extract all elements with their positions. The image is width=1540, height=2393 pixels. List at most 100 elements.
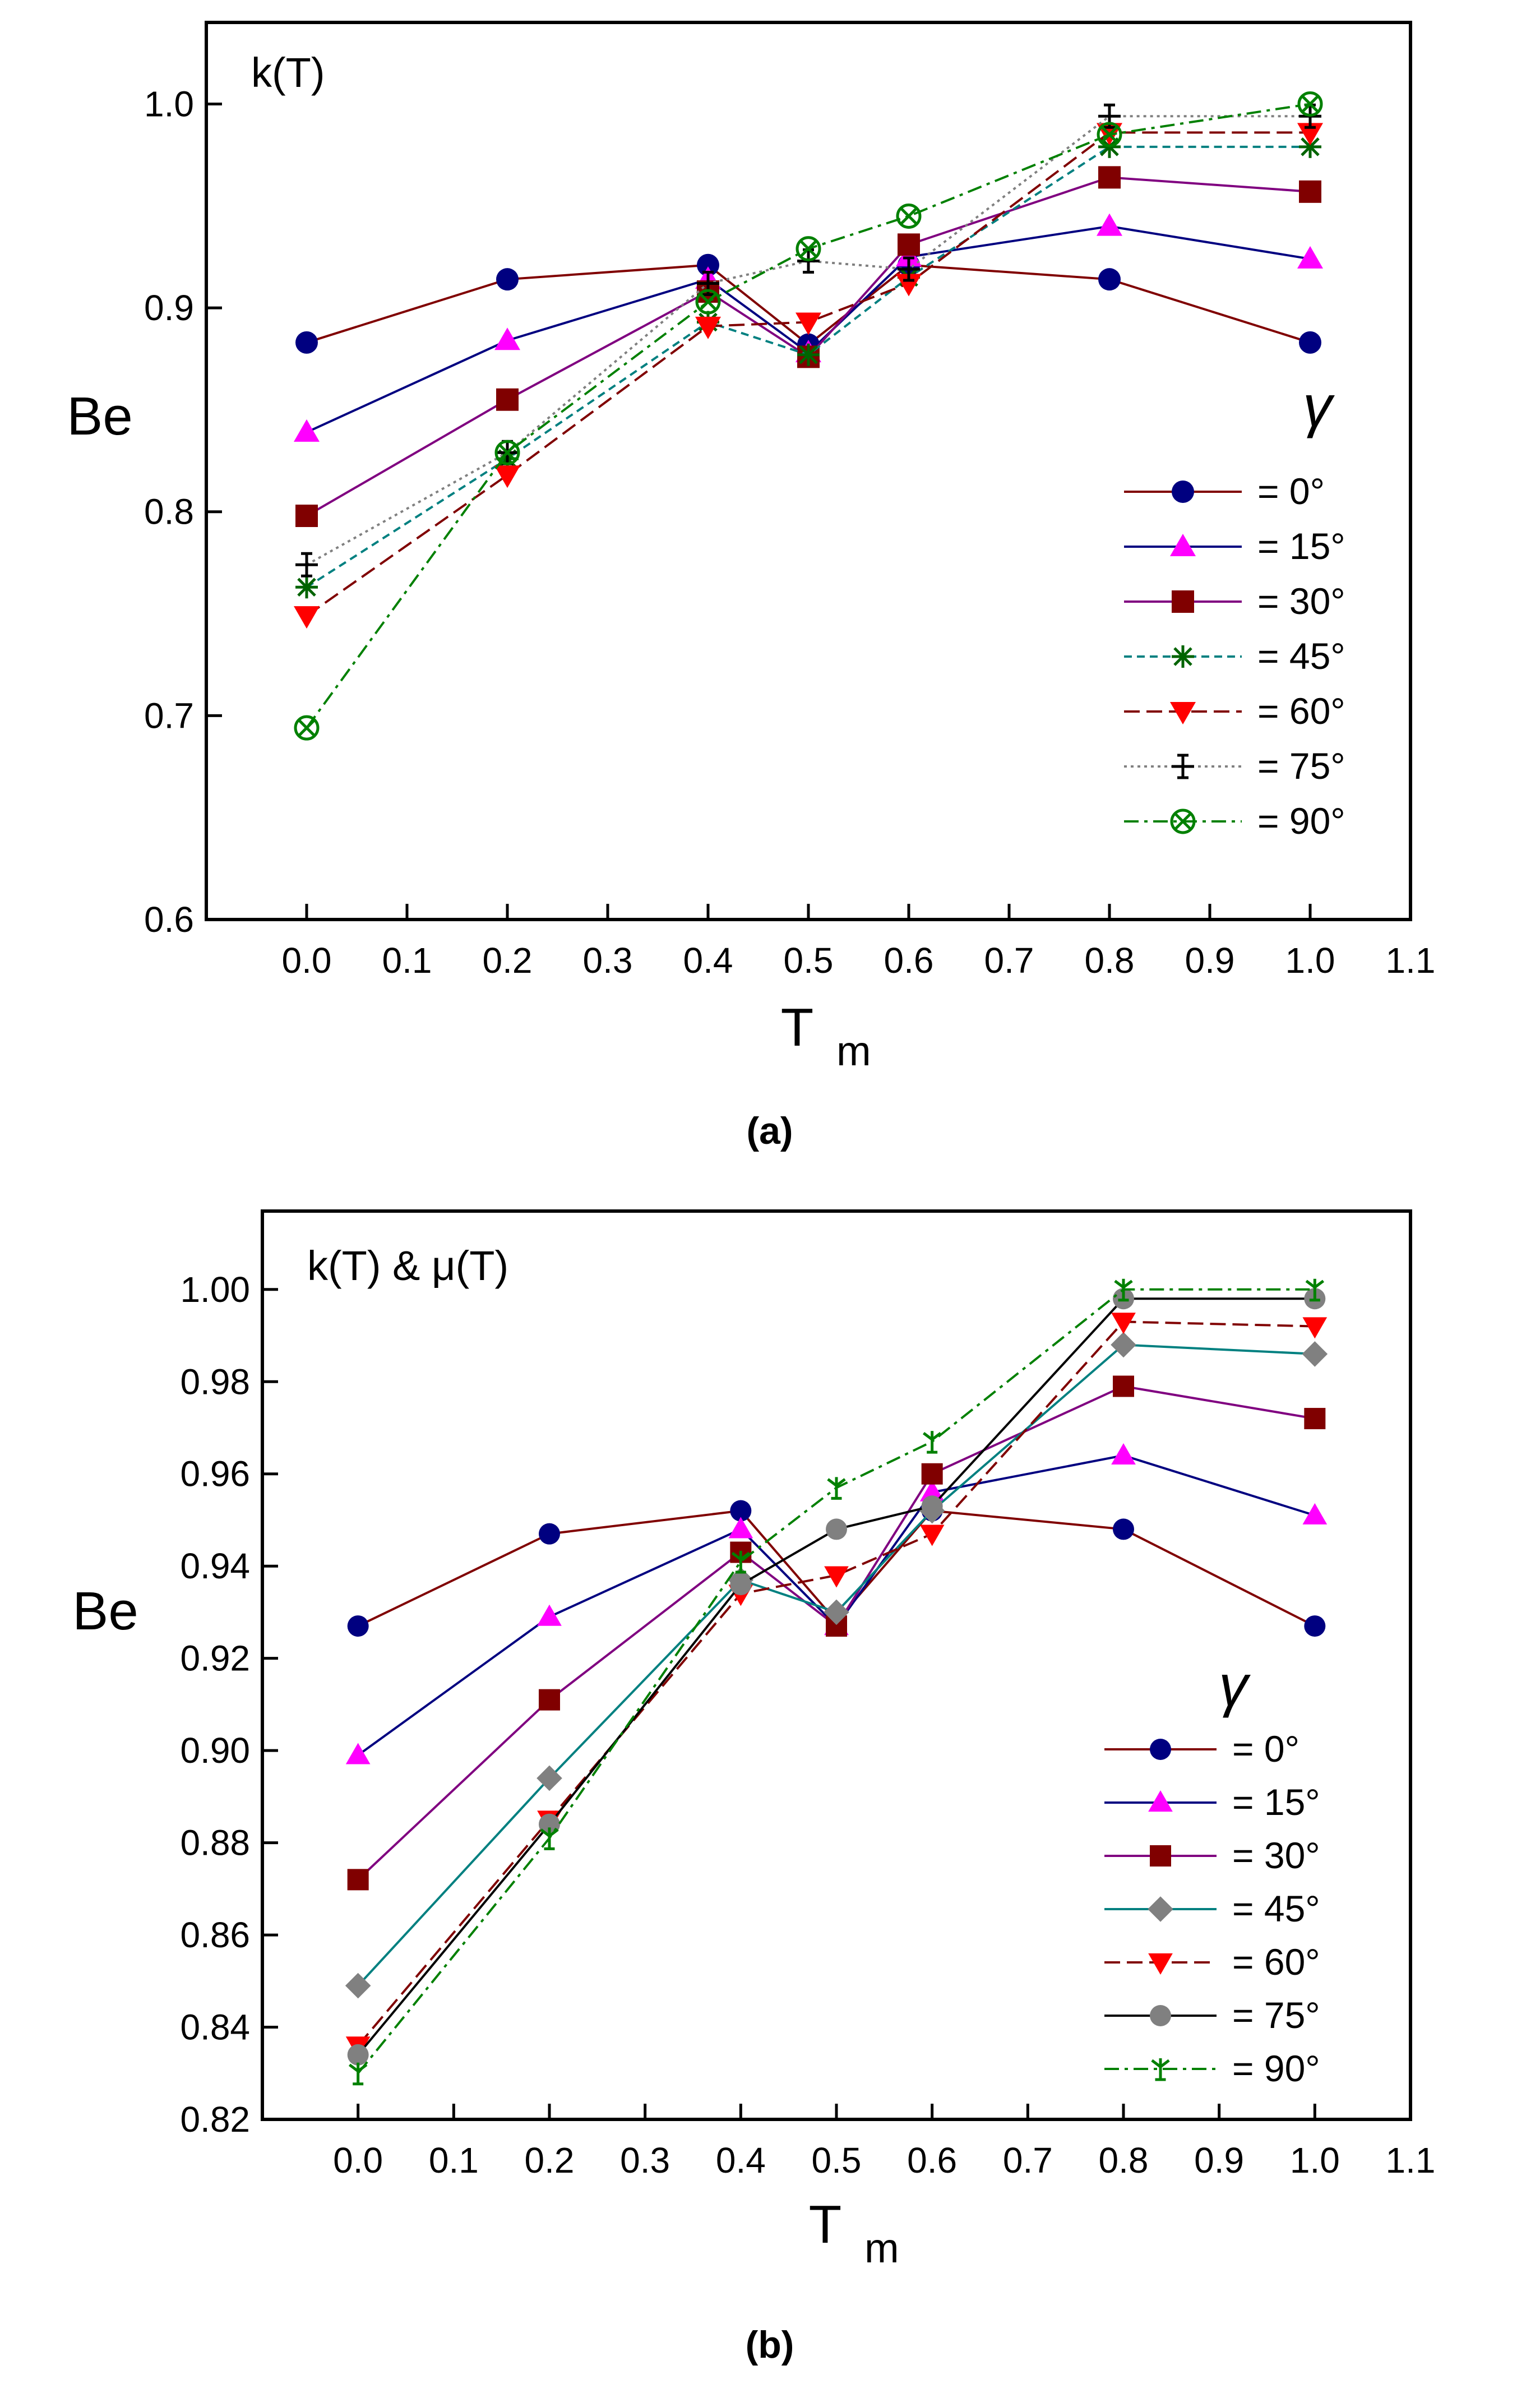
data-point: [294, 715, 320, 741]
data-point: [496, 388, 519, 411]
x-tick-label: 0.6: [884, 940, 934, 981]
data-point: [896, 203, 922, 229]
data-point: [1299, 180, 1321, 203]
series-2: [347, 1375, 1326, 1891]
data-point: [922, 1431, 942, 1454]
data-point: [827, 1477, 846, 1500]
data-point: [1098, 166, 1121, 189]
legend-item: = 45°: [1104, 1888, 1320, 1929]
data-point: [730, 1500, 752, 1522]
data-point: [1302, 1503, 1328, 1525]
x-tick-label: 0.0: [282, 940, 332, 981]
legend-item: = 60°: [1104, 1941, 1320, 1983]
series-line: [357, 1320, 1315, 2046]
legend-item: = 15°: [1124, 525, 1345, 567]
x-tick-label: 1.1: [1386, 940, 1436, 981]
y-tick-label: 0.6: [144, 899, 194, 940]
y-tick-label: 0.92: [180, 1638, 250, 1679]
data-point: [1304, 1615, 1326, 1637]
x-tick-label: 0.1: [429, 2140, 479, 2181]
legend-label: = 60°: [1257, 690, 1345, 732]
data-point: [1299, 331, 1321, 354]
data-point: [1113, 1375, 1134, 1397]
data-point: [494, 327, 520, 350]
legend-marker: [1151, 2058, 1170, 2081]
data-point: [898, 233, 920, 256]
data-point: [728, 1517, 753, 1539]
legend-marker: [1172, 481, 1194, 503]
plot-frame: [205, 21, 1412, 921]
data-point: [796, 312, 821, 335]
x-tick-label: 0.8: [1085, 940, 1135, 981]
legend-marker: [1150, 1845, 1171, 1867]
legend-item: = 0°: [1124, 470, 1325, 512]
y-tick-label: 0.98: [180, 1361, 250, 1402]
x-tick-label: 1.0: [1290, 2140, 1340, 2181]
x-tick-label: 1.1: [1386, 2140, 1436, 2181]
data-point: [695, 316, 721, 339]
series-line: [306, 131, 1310, 617]
data-point: [345, 1972, 371, 1999]
data-point: [1098, 268, 1121, 291]
x-tick-label: 0.6: [907, 2140, 957, 2181]
data-point: [824, 1599, 849, 1625]
panel-caption: (b): [746, 2323, 794, 2366]
x-tick-label: 0.5: [812, 2140, 862, 2181]
legend-marker: [1172, 754, 1194, 779]
legend-label: = 90°: [1257, 800, 1345, 842]
legend-item: = 90°: [1104, 2048, 1320, 2089]
data-point: [294, 419, 320, 442]
data-point: [347, 2044, 369, 2066]
legend-label: = 60°: [1232, 1941, 1320, 1983]
y-tick-label: 1.00: [180, 1269, 250, 1310]
legend-marker: [1148, 1896, 1173, 1922]
data-point: [295, 505, 318, 527]
series-5: [347, 1288, 1326, 2066]
plot-annotation: k(T): [251, 49, 325, 96]
y-tick-label: 0.8: [144, 492, 194, 532]
legend-marker: [1170, 809, 1196, 834]
data-point: [1297, 91, 1323, 117]
data-point: [1299, 135, 1321, 158]
data-point: [697, 253, 719, 276]
data-point: [494, 440, 520, 465]
data-point: [796, 236, 821, 262]
data-point: [1111, 1313, 1136, 1334]
legend-marker: [1170, 534, 1196, 556]
data-point: [294, 606, 320, 629]
data-point: [731, 1550, 751, 1574]
legend-label: = 90°: [1232, 2048, 1320, 2089]
series-6: [294, 91, 1323, 741]
data-point: [1097, 122, 1122, 147]
x-tick-label: 0.1: [382, 940, 432, 981]
data-point: [1114, 1278, 1133, 1302]
legend-item: = 75°: [1104, 1994, 1320, 2036]
series-6: [348, 1278, 1325, 2086]
data-point: [896, 274, 922, 297]
data-point: [1111, 1332, 1136, 1358]
data-point: [797, 343, 820, 366]
data-point: [1302, 1317, 1328, 1339]
y-tick-label: 0.90: [180, 1730, 250, 1771]
legend-item: = 30°: [1104, 1835, 1320, 1876]
series-4: [294, 123, 1323, 629]
legend-label: = 30°: [1232, 1835, 1320, 1876]
plot-annotation: k(T) & μ(T): [307, 1242, 508, 1289]
chart-panel-b: 0.0 0.1 0.2 0.3 0.4 0.5 0.6 0.7 0.8 0.9 1.0 1.1 0.82…: [72, 1209, 1436, 2366]
data-point: [1302, 1341, 1328, 1367]
legend-label: = 45°: [1232, 1888, 1320, 1929]
series-3: [345, 1332, 1328, 1999]
legend-title: γ: [1303, 374, 1335, 439]
legend-title: γ: [1219, 1653, 1251, 1718]
data-point: [1297, 123, 1323, 146]
y-axis-label: Be: [72, 1581, 138, 1641]
legend-item: = 30°: [1124, 580, 1345, 622]
data-point: [1305, 1278, 1325, 1302]
x-axis-label-subscript: m: [836, 1028, 871, 1074]
series-line: [357, 1343, 1315, 1987]
legend-marker: [1148, 1953, 1173, 1975]
data-point: [919, 1480, 945, 1502]
x-tick-label: 0.7: [984, 940, 1034, 981]
data-point: [1111, 1443, 1136, 1465]
